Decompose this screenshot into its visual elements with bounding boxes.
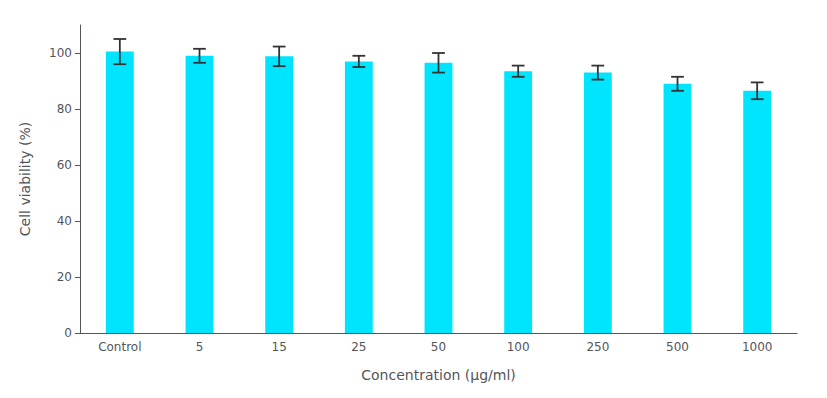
- svg-text:100: 100: [49, 46, 72, 60]
- svg-text:Cell viability (%): Cell viability (%): [17, 122, 33, 236]
- svg-text:25: 25: [351, 340, 366, 354]
- svg-text:100: 100: [507, 340, 530, 354]
- svg-text:Control: Control: [98, 340, 141, 354]
- svg-text:5: 5: [196, 340, 204, 354]
- svg-text:15: 15: [272, 340, 287, 354]
- svg-text:250: 250: [586, 340, 609, 354]
- svg-text:1000: 1000: [742, 340, 773, 354]
- svg-text:80: 80: [57, 102, 72, 116]
- svg-text:50: 50: [431, 340, 446, 354]
- svg-text:60: 60: [57, 158, 72, 172]
- svg-text:40: 40: [57, 214, 72, 228]
- svg-text:20: 20: [57, 270, 72, 284]
- svg-text:0: 0: [64, 326, 72, 340]
- svg-text:500: 500: [666, 340, 689, 354]
- svg-text:Concentration (μg/ml): Concentration (μg/ml): [361, 367, 515, 383]
